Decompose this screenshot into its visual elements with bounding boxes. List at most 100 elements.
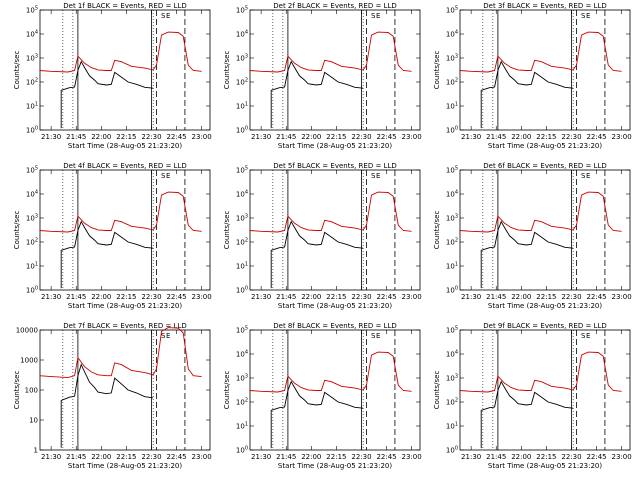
chart-8-xlabel: Start Time (28-Aug-05 21:23:20) bbox=[278, 462, 392, 470]
chart-8-ylabel: Counts/sec bbox=[223, 371, 231, 410]
chart-6-series-events-line bbox=[480, 220, 574, 289]
chart-5-ylabel: Counts/sec bbox=[223, 211, 231, 250]
chart-1-series-lld-line bbox=[39, 31, 202, 73]
chart-3-x-tick-label: 21:30 bbox=[461, 133, 481, 141]
chart-1-y-tick-label: 100 bbox=[26, 126, 38, 135]
chart-4-x-tick-label: 22:30 bbox=[141, 293, 161, 301]
chart-1-annotation-s: S bbox=[161, 12, 166, 20]
chart-1-y-tick-label: 105 bbox=[26, 6, 38, 15]
chart-2-x-tick-label: 22:00 bbox=[301, 133, 321, 141]
chart-8-x-tick-label: 21:45 bbox=[276, 453, 296, 461]
chart-8-x-tick-label: 22:30 bbox=[351, 453, 371, 461]
chart-9-x-tick-label: 21:30 bbox=[461, 453, 481, 461]
chart-7-xlabel: Start Time (28-Aug-05 21:23:20) bbox=[68, 462, 182, 470]
chart-6-y-tick-label: 105 bbox=[446, 166, 458, 175]
chart-1-x-tick-label: 22:30 bbox=[141, 133, 161, 141]
chart-5-annotation-s: S bbox=[371, 172, 376, 180]
chart-8-x-tick-label: 22:45 bbox=[376, 453, 396, 461]
chart-3-y-tick-label: 105 bbox=[446, 6, 458, 15]
chart-6-x-tick-label: 22:30 bbox=[561, 293, 581, 301]
chart-5-series-lld-line bbox=[249, 191, 412, 233]
chart-8-y-tick-label: 105 bbox=[236, 326, 248, 335]
chart-2-y-tick-label: 104 bbox=[236, 30, 248, 39]
chart-9-title: Det 9f BLACK = Events, RED = LLD bbox=[483, 322, 606, 330]
chart-2-x-tick-label: 22:15 bbox=[326, 133, 346, 141]
chart-1-y-tick-label: 102 bbox=[26, 78, 38, 87]
chart-1-y-tick-label: 101 bbox=[26, 102, 38, 111]
chart-6-x-tick-label: 23:00 bbox=[612, 293, 632, 301]
chart-5-y-tick-label: 101 bbox=[236, 262, 248, 271]
chart-2-y-tick-label: 103 bbox=[236, 54, 248, 63]
chart-1-x-tick-label: 22:15 bbox=[116, 133, 136, 141]
chart-4-y-tick-label: 100 bbox=[26, 286, 38, 295]
chart-7-x-tick-label: 22:45 bbox=[166, 453, 186, 461]
chart-4-ylabel: Counts/sec bbox=[13, 211, 21, 250]
chart-2: Det 2f BLACK = Events, RED = LLD 100 101 10… bbox=[223, 2, 422, 150]
chart-2-title: Det 2f BLACK = Events, RED = LLD bbox=[273, 2, 396, 10]
chart-3-annotation-s: S bbox=[581, 12, 586, 20]
chart-6: Det 6f BLACK = Events, RED = LLD 100 101 10… bbox=[433, 162, 632, 310]
chart-9-y-tick-label: 105 bbox=[446, 326, 458, 335]
chart-6-plot-frame bbox=[459, 169, 631, 291]
chart-7-y-tick-label: 10 bbox=[29, 417, 38, 425]
chart-3-annotation-e: E bbox=[586, 12, 590, 20]
chart-6-xlabel: Start Time (28-Aug-05 21:23:20) bbox=[488, 302, 602, 310]
chart-9-x-tick-label: 23:00 bbox=[612, 453, 632, 461]
chart-1-x-tick-label: 22:00 bbox=[91, 133, 111, 141]
chart-3-x-tick-label: 21:45 bbox=[486, 133, 506, 141]
chart-8-plot-frame bbox=[249, 329, 421, 451]
chart-5-x-tick-label: 23:00 bbox=[402, 293, 422, 301]
chart-4-y-tick-label: 105 bbox=[26, 166, 38, 175]
chart-2-y-tick-label: 100 bbox=[236, 126, 248, 135]
chart-3-x-tick-label: 23:00 bbox=[612, 133, 632, 141]
chart-5-xlabel: Start Time (28-Aug-05 21:23:20) bbox=[278, 302, 392, 310]
chart-5-x-tick-label: 22:15 bbox=[326, 293, 346, 301]
chart-8-series-events-line bbox=[270, 380, 364, 449]
chart-3-y-tick-label: 100 bbox=[446, 126, 458, 135]
chart-9-x-tick-label: 22:45 bbox=[586, 453, 606, 461]
chart-8-y-tick-label: 104 bbox=[236, 350, 248, 359]
chart-5-title: Det 5f BLACK = Events, RED = LLD bbox=[273, 162, 396, 170]
chart-1-y-tick-label: 104 bbox=[26, 30, 38, 39]
chart-8: Det 8f BLACK = Events, RED = LLD 100 101 10… bbox=[223, 322, 422, 470]
chart-7-annotation-s: S bbox=[161, 332, 166, 340]
chart-8-y-tick-label: 101 bbox=[236, 422, 248, 431]
chart-2-x-tick-label: 21:30 bbox=[251, 133, 271, 141]
chart-7-plot-frame bbox=[39, 329, 211, 451]
chart-7-x-tick-label: 22:15 bbox=[116, 453, 136, 461]
chart-9-y-tick-label: 103 bbox=[446, 374, 458, 383]
chart-4-y-tick-label: 103 bbox=[26, 214, 38, 223]
chart-7-series-events-line bbox=[60, 363, 154, 448]
chart-7: Det 7f BLACK = Events, RED = LLD 1 10 100 10… bbox=[13, 322, 212, 470]
chart-4-x-tick-label: 21:45 bbox=[66, 293, 86, 301]
chart-1-annotation-e: E bbox=[166, 12, 170, 20]
chart-8-y-tick-label: 103 bbox=[236, 374, 248, 383]
chart-3-y-tick-label: 104 bbox=[446, 30, 458, 39]
chart-5-y-tick-label: 105 bbox=[236, 166, 248, 175]
chart-6-x-tick-label: 21:30 bbox=[461, 293, 481, 301]
chart-7-annotation-e: E bbox=[166, 332, 170, 340]
chart-4-series-events-line bbox=[60, 220, 154, 289]
chart-9-y-tick-label: 102 bbox=[446, 398, 458, 407]
chart-8-x-tick-label: 21:30 bbox=[251, 453, 271, 461]
chart-1-y-tick-label: 103 bbox=[26, 54, 38, 63]
chart-4: Det 4f BLACK = Events, RED = LLD 100 101 10… bbox=[13, 162, 212, 310]
chart-8-x-tick-label: 22:00 bbox=[301, 453, 321, 461]
chart-9-y-tick-label: 100 bbox=[446, 446, 458, 455]
chart-6-y-tick-label: 103 bbox=[446, 214, 458, 223]
chart-8-series-lld-line bbox=[249, 351, 412, 393]
chart-1-x-tick-label: 23:00 bbox=[192, 133, 212, 141]
chart-4-series-lld-line bbox=[39, 191, 202, 233]
chart-8-x-tick-label: 23:00 bbox=[402, 453, 422, 461]
chart-4-x-tick-label: 23:00 bbox=[192, 293, 212, 301]
chart-3-y-tick-label: 101 bbox=[446, 102, 458, 111]
chart-6-series-lld-line bbox=[459, 191, 622, 233]
chart-9-x-tick-label: 22:00 bbox=[511, 453, 531, 461]
chart-6-x-tick-label: 22:00 bbox=[511, 293, 531, 301]
chart-1: Det 1f BLACK = Events, RED = LLD 100 101 10… bbox=[13, 2, 212, 150]
chart-2-annotation-e: E bbox=[376, 12, 380, 20]
chart-5-x-tick-label: 21:30 bbox=[251, 293, 271, 301]
chart-2-y-tick-label: 102 bbox=[236, 78, 248, 87]
chart-7-series-lld-line bbox=[39, 327, 202, 379]
chart-8-title: Det 8f BLACK = Events, RED = LLD bbox=[273, 322, 396, 330]
